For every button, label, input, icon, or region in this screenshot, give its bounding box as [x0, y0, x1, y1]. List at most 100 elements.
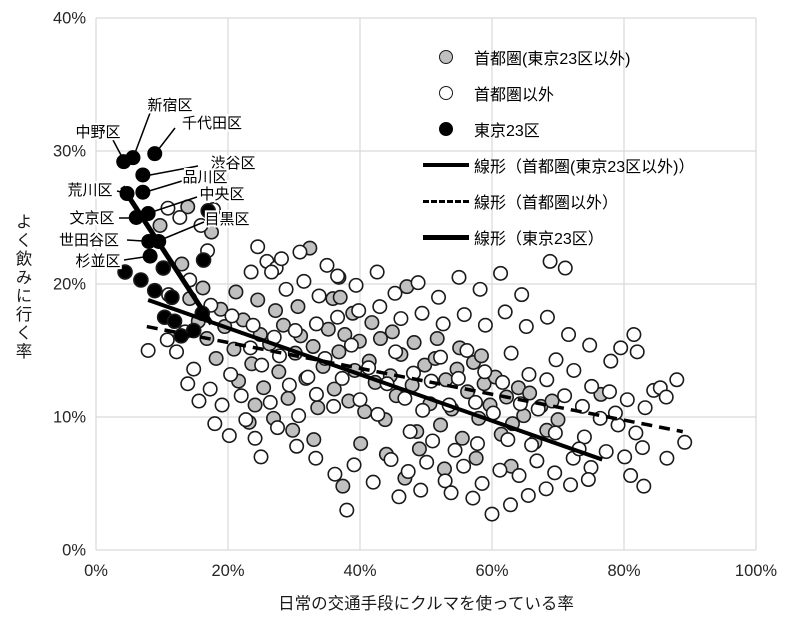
scatter-point-white [619, 392, 635, 408]
scatter-point-gray [411, 441, 427, 457]
scatter-point-white [634, 440, 650, 456]
scatter-point-white [339, 502, 355, 518]
scatter-point-white [477, 317, 493, 333]
ward-connector [116, 190, 126, 194]
ward-connector [162, 221, 205, 240]
scatter-point-white [311, 288, 327, 304]
y-tick-label: 40% [53, 10, 86, 28]
scatter-point-white [180, 376, 196, 392]
legend-item-trend-outside: 線形（首都圏以外） [420, 188, 694, 214]
scatter-point-white [542, 253, 558, 269]
scatter-point-white [451, 269, 467, 285]
scatter-point-black [155, 260, 172, 276]
ward-point [135, 167, 151, 183]
scatter-point-white [319, 257, 335, 273]
scatter-point-white [566, 362, 582, 378]
x-axis-title: 日常の交通手段にクルマを使っている率 [278, 595, 574, 613]
scatter-point-gray [250, 292, 266, 308]
scatter-point-gray [417, 357, 433, 373]
scatter-point-white [557, 260, 573, 276]
scatter-point-white [245, 317, 261, 333]
scatter-point-white [250, 239, 266, 255]
x-tick-label: 0% [84, 562, 108, 580]
scatter-point-white [603, 353, 619, 369]
scatter-point-gray [332, 289, 348, 305]
scatter-point-white [431, 289, 447, 305]
scatter-point-white [617, 449, 633, 465]
scatter-point-white [400, 464, 416, 480]
scatter-point-white [450, 370, 466, 386]
scatter-point-white [443, 485, 459, 501]
scatter-point-gray [406, 335, 422, 351]
scatter-point-white [503, 345, 519, 361]
scatter-point-white [524, 437, 540, 453]
scatter-point-white [172, 210, 188, 226]
scatter-point-gray [335, 478, 351, 494]
scatter-point-white [669, 372, 685, 388]
scatter-point-white [474, 475, 490, 491]
scatter-point-white [628, 425, 644, 441]
scatter-point-white [291, 408, 307, 424]
scatter-point-white [626, 327, 642, 343]
scatter-point-black [133, 272, 149, 288]
scatter-point-white [278, 281, 294, 297]
ward-connector [149, 165, 199, 176]
ward-label: 千代田区 [182, 115, 242, 132]
y-tick-label: 20% [53, 276, 86, 294]
black-circle-marker-icon [420, 122, 472, 136]
gray-circle-marker-icon [420, 50, 472, 64]
scatter-point-white [365, 474, 381, 490]
scatter-point-white [352, 392, 368, 408]
scatter-point-white [221, 428, 237, 444]
x-tick-label: 20% [211, 562, 244, 580]
scatter-point-white [580, 472, 596, 488]
ward-label: 新宿区 [147, 97, 192, 114]
scatter-point-white [521, 366, 537, 382]
legend-item-outside: 首都圏以外 [420, 80, 694, 106]
ward-label: 目黒区 [204, 211, 249, 228]
ward-label: 中央区 [199, 186, 244, 203]
scatter-point-white [224, 308, 240, 324]
scatter-point-white [391, 489, 407, 505]
scatter-point-white [425, 433, 441, 449]
scatter-point-white [518, 319, 534, 335]
ward-connector [126, 239, 144, 242]
scatter-point-white [529, 453, 545, 469]
scatter-point-white [557, 388, 573, 404]
scatter-point-gray [429, 331, 445, 347]
ward-label: 世田谷区 [59, 232, 119, 249]
scatter-point-gray [306, 432, 322, 448]
scatter-point-white [415, 402, 431, 418]
scatter-point-white [269, 420, 285, 436]
scatter-point-white [264, 264, 280, 280]
scatter-point-white [202, 381, 218, 397]
scatter-point-white [393, 311, 409, 327]
ward-connector [134, 112, 151, 154]
scatter-point-white [372, 299, 388, 315]
ward-label: 杉並区 [75, 253, 120, 270]
scatter-point-white [511, 468, 527, 484]
scatter-point-white [582, 337, 598, 353]
scatter-point-white [308, 450, 324, 466]
ward-label: 渋谷区 [210, 155, 255, 172]
scatter-point-gray [247, 397, 263, 413]
scatter-point-white [456, 307, 472, 323]
scatter-point-gray [305, 339, 321, 355]
white-circle-marker-icon [420, 86, 472, 100]
scatter-point-white [254, 357, 270, 373]
scatter-point-white [561, 327, 577, 343]
scatter-point-white [467, 394, 483, 410]
scatter-point-white [548, 352, 564, 368]
scatter-point-gray [326, 381, 342, 397]
scatter-point-black [195, 252, 212, 268]
scatter-point-gray [268, 303, 284, 319]
scatter-point-white [388, 344, 404, 360]
scatter-point-white [433, 349, 449, 365]
scatter-point-white [348, 277, 364, 293]
scatter-point-white [169, 344, 185, 360]
scatter-point-white [243, 264, 259, 280]
scatter-point-white [410, 275, 426, 291]
scatter-point-white [547, 425, 563, 441]
